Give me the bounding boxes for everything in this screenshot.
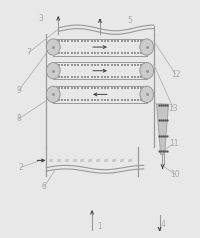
Text: w: w <box>112 158 116 163</box>
Text: 5: 5 <box>127 16 132 25</box>
Text: 10: 10 <box>171 170 180 179</box>
Text: w: w <box>64 158 68 163</box>
Circle shape <box>140 39 154 55</box>
Text: w: w <box>48 158 52 163</box>
Circle shape <box>140 63 154 79</box>
Text: 7: 7 <box>26 48 31 57</box>
Text: w: w <box>128 158 132 163</box>
Text: 1: 1 <box>98 222 102 231</box>
Text: 4: 4 <box>161 220 166 229</box>
Circle shape <box>46 63 60 79</box>
Text: w: w <box>72 158 76 163</box>
Text: w: w <box>56 158 60 163</box>
Text: w: w <box>104 158 108 163</box>
Text: w: w <box>120 158 124 163</box>
Text: 9: 9 <box>16 86 21 95</box>
Circle shape <box>140 86 154 103</box>
Text: 13: 13 <box>169 104 178 113</box>
Circle shape <box>46 39 60 55</box>
Text: 3: 3 <box>38 14 43 23</box>
Text: 8: 8 <box>16 114 21 124</box>
Text: 2: 2 <box>18 163 23 172</box>
Text: 12: 12 <box>171 69 180 79</box>
Text: 11: 11 <box>169 139 178 148</box>
Text: w: w <box>80 158 84 163</box>
Text: 6: 6 <box>42 182 47 191</box>
Text: w: w <box>96 158 100 163</box>
Circle shape <box>46 86 60 103</box>
Text: w: w <box>88 158 92 163</box>
Polygon shape <box>157 104 169 154</box>
